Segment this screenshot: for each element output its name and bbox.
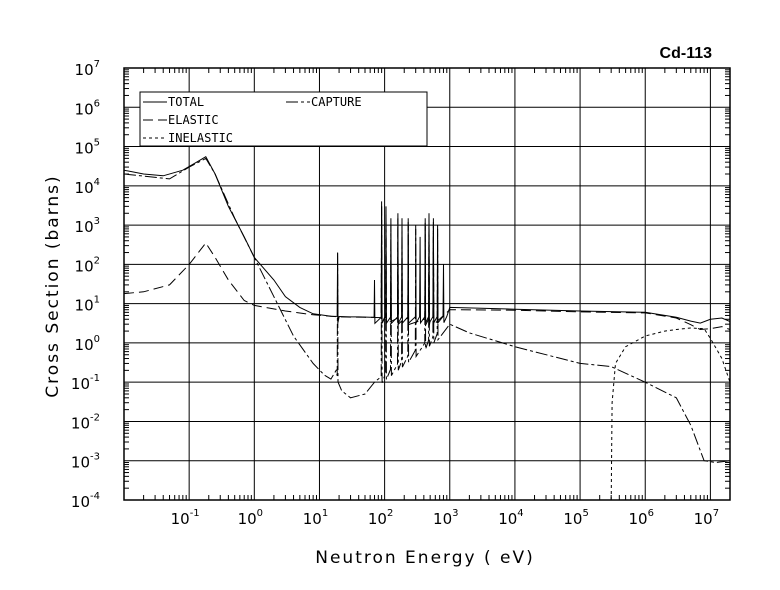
series-layer [124, 156, 730, 500]
y-tick-label: 10-3 [71, 452, 100, 472]
legend-label-total: TOTAL [168, 95, 204, 109]
x-tick-label: 101 [303, 508, 328, 528]
chart-title: Cd-113 [660, 45, 713, 62]
x-tick-label: 100 [238, 508, 263, 528]
legend-label-elastic: ELASTIC [168, 113, 219, 127]
series-line-capture [124, 157, 730, 464]
y-tick-label: 103 [75, 216, 100, 236]
x-axis-label: Neutron Energy ( eV) [315, 548, 535, 568]
series-line-inelastic [610, 327, 730, 500]
y-tick-label: 106 [75, 98, 100, 118]
y-tick-label: 100 [75, 334, 100, 354]
x-tick-label: 107 [694, 508, 719, 528]
x-tick-label: 102 [368, 508, 393, 528]
series-line-elastic [124, 206, 730, 331]
legend-label-capture: CAPTURE [311, 95, 362, 109]
y-tick-label: 10-4 [71, 491, 100, 511]
y-axis-label: Cross Section (barns) [43, 174, 63, 397]
y-tick-label: 107 [75, 59, 100, 79]
y-tick-label: 105 [75, 138, 100, 158]
y-tick-label: 102 [75, 255, 100, 275]
y-tick-label: 10-1 [71, 373, 100, 393]
x-tick-label: 106 [628, 508, 653, 528]
series-line-total [124, 156, 730, 325]
legend-label-inelastic: INELASTIC [168, 131, 233, 145]
x-tick-label: 104 [498, 508, 523, 528]
y-tick-label: 10-2 [71, 412, 100, 432]
plot-frame [123, 67, 731, 501]
x-tick-label: 103 [433, 508, 458, 528]
y-tick-label: 101 [75, 295, 100, 315]
x-tick-label: 10-1 [171, 508, 200, 528]
y-tick-label: 104 [75, 177, 100, 197]
legend: TOTAL ELASTIC INELASTIC CAPTURE [139, 91, 428, 147]
legend-box [139, 91, 428, 147]
tick-layer: 10-1 100 101 102 103 104 105 106 107 10-4 10-3 10-2… [71, 59, 731, 528]
x-tick-label: 105 [563, 508, 588, 528]
